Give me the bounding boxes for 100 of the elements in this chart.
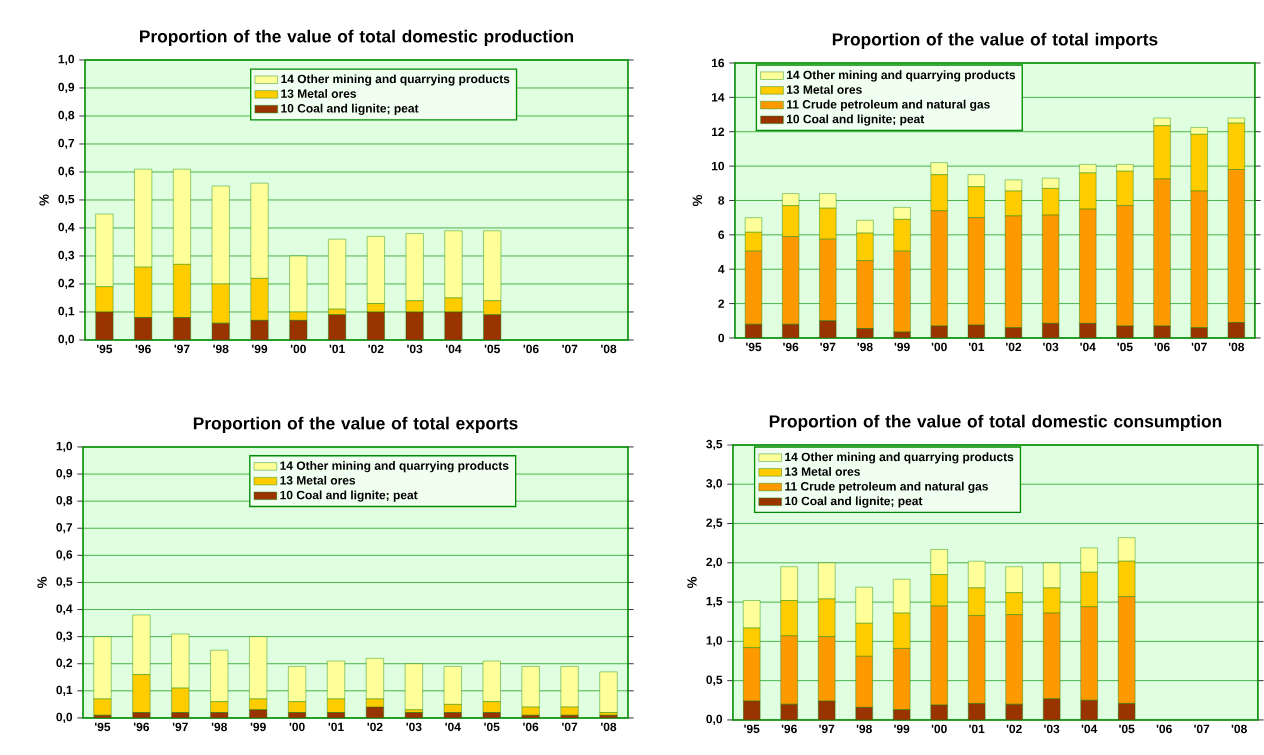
legend-label: 14 Other mining and quarrying products	[786, 70, 1016, 82]
x-tick-label: '95	[95, 722, 111, 732]
x-tick-label: '98	[213, 344, 229, 354]
y-tick-label: 0,3	[56, 631, 73, 642]
chart-title: Proportion of the value of total imports	[832, 32, 1158, 49]
x-tick-label: '02	[1006, 342, 1022, 352]
x-tick-label: '03	[1043, 342, 1059, 352]
y-tick-label: 0,6	[58, 166, 75, 178]
x-tick-label: '08	[601, 722, 617, 732]
y-tick-label: 0	[718, 333, 725, 343]
y-tick-label: 4	[718, 265, 725, 274]
y-tick-label: 0,4	[56, 604, 73, 615]
x-tick-label: '97	[174, 344, 190, 354]
x-tick-label: '05	[484, 344, 500, 354]
legend-label: 10 Coal and lignite; peat	[786, 114, 925, 126]
x-tick-label: '02	[1006, 724, 1022, 734]
legend-label: 13 Metal ores	[785, 467, 860, 476]
x-tick-label: '00	[931, 724, 947, 734]
x-tick-label: '07	[1191, 342, 1207, 352]
x-tick-label: '02	[368, 344, 384, 354]
x-tick-label: '01	[968, 342, 985, 352]
x-tick-label: '06	[1154, 342, 1170, 352]
x-tick-label: '03	[1044, 724, 1060, 734]
y-tick-label: 0,1	[56, 685, 73, 696]
x-tick-label: '01	[969, 724, 985, 734]
legend-label: 13 Metal ores	[786, 85, 862, 94]
x-tick-label: '96	[135, 344, 151, 354]
legend-label: 10 Coal and lignite; peat	[785, 496, 923, 508]
y-tick-label: 1,0	[706, 636, 723, 647]
y-tick-label: 0,8	[56, 496, 73, 507]
x-tick-label: '99	[252, 344, 268, 354]
x-tick-label: '04	[445, 722, 461, 732]
y-tick-label: 6	[718, 230, 725, 240]
x-tick-label: '08	[1231, 724, 1247, 734]
y-tick-label: 14	[711, 93, 725, 102]
x-tick-label: '02	[367, 722, 383, 732]
x-tick-label: '95	[96, 344, 113, 354]
x-tick-label: '98	[211, 722, 227, 732]
x-tick-label: '96	[781, 724, 797, 734]
y-tick-label: 1,0	[58, 54, 75, 66]
x-tick-label: '00	[290, 344, 306, 354]
chart-title: Proportion of the value of total domestic production	[140, 29, 574, 46]
x-tick-label: '98	[857, 342, 873, 352]
x-tick-label: '05	[1119, 724, 1135, 734]
y-tick-label: 0,3	[58, 250, 75, 262]
y-tick-label: 3,5	[706, 439, 723, 451]
x-tick-label: '00	[289, 722, 305, 732]
legend-label: 13 Metal ores	[281, 89, 357, 98]
x-tick-label: '08	[1228, 342, 1245, 352]
legend-label: 10 Coal and lignite; peat	[281, 103, 419, 116]
y-tick-label: 2,5	[706, 518, 723, 529]
x-tick-label: '08	[601, 344, 617, 354]
y-axis-title: %	[692, 194, 703, 207]
x-tick-label: '04	[1081, 724, 1098, 734]
x-tick-label: '95	[746, 342, 762, 352]
y-tick-label: 8	[718, 196, 725, 205]
y-tick-label: 0,0	[706, 714, 723, 726]
x-tick-label: '06	[523, 344, 539, 354]
x-tick-label: '96	[133, 722, 150, 732]
x-tick-label: '96	[783, 342, 799, 352]
y-tick-label: 0,5	[58, 194, 75, 206]
y-tick-label: 0,9	[58, 82, 75, 94]
x-tick-label: '00	[931, 342, 947, 352]
x-tick-label: '95	[744, 724, 760, 734]
x-tick-label: '01	[328, 722, 344, 732]
y-tick-label: 0,6	[56, 550, 73, 561]
y-tick-label: 0,7	[56, 523, 73, 534]
x-tick-label: '99	[250, 722, 266, 732]
y-tick-label: 2,0	[706, 557, 723, 568]
chart-title: Proportion of the value of total domestic consumption	[769, 414, 1222, 431]
y-tick-label: 0,2	[56, 658, 73, 669]
y-tick-label: 1,5	[706, 597, 723, 608]
y-tick-label: 0,1	[58, 306, 75, 318]
x-tick-label: '97	[172, 722, 188, 732]
y-tick-label: 12	[711, 127, 725, 136]
y-tick-label: 1,0	[56, 441, 73, 453]
legend-label: 13 Metal ores	[280, 475, 356, 485]
x-tick-label: '04	[445, 344, 462, 354]
x-tick-label: '04	[1080, 342, 1096, 352]
y-tick-label: 16	[711, 58, 725, 68]
x-tick-label: '03	[407, 344, 423, 354]
legend-label: 14 Other mining and quarrying products	[280, 461, 509, 473]
x-tick-label: '07	[562, 344, 578, 354]
y-axis-title: %	[39, 194, 49, 206]
legend-label: 14 Other mining and quarrying products	[281, 74, 510, 86]
y-tick-label: 10	[711, 161, 725, 171]
y-tick-label: 0,5	[56, 577, 73, 588]
y-tick-label: 0,7	[58, 138, 75, 150]
legend-label: 11 Crude petroleum and natural gas	[785, 481, 988, 493]
legend-label: 11 Crude petroleum and natural gas	[786, 99, 990, 112]
y-tick-label: 0,0	[58, 334, 75, 346]
x-tick-label: '99	[894, 342, 910, 352]
y-tick-label: 0,4	[58, 222, 75, 234]
x-tick-label: '06	[523, 722, 539, 732]
x-tick-label: '97	[819, 724, 835, 734]
y-tick-label: 0,0	[56, 712, 73, 724]
y-tick-label: 0,9	[56, 468, 73, 480]
x-tick-label: '01	[329, 344, 345, 354]
y-tick-label: 2	[718, 299, 725, 308]
x-tick-label: '98	[856, 724, 872, 734]
